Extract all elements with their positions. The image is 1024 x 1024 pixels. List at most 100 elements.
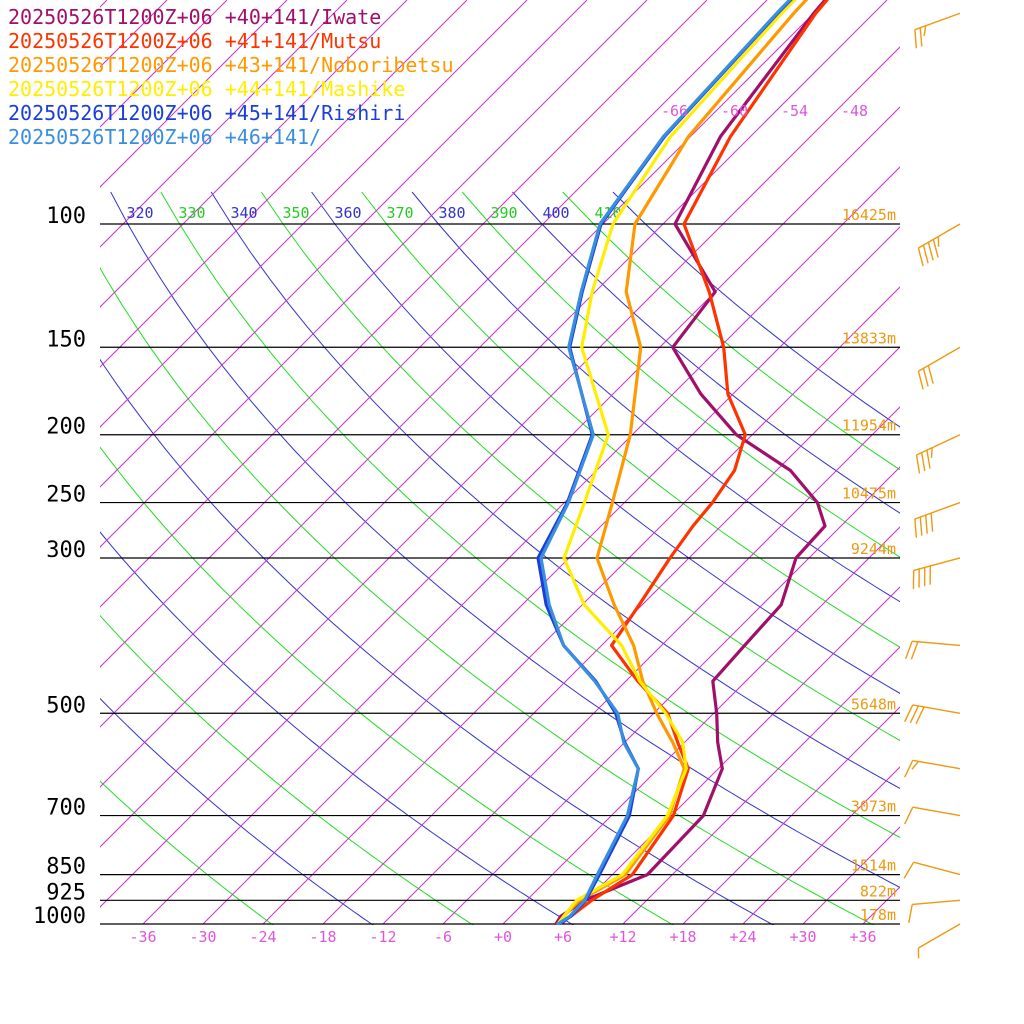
x-tick--12: -12 (369, 928, 396, 946)
isotherm--42 (100, 106, 900, 908)
wind-barb-staff (918, 923, 961, 949)
wind-barb-12 (908, 899, 961, 923)
legend-entry-4: 20250526T1200Z+06 +45+141/Rishiri (8, 101, 405, 125)
legend-entry-3: 20250526T1200Z+06 +44+141/Mashike (8, 77, 405, 101)
wind-barb-staff (913, 557, 961, 572)
isotherm--114 (100, 0, 288, 188)
wind-barb-staff (918, 346, 961, 372)
wind-barb-flag (923, 25, 927, 37)
isotherm-30 (802, 826, 900, 925)
wind-barb-flag (904, 806, 914, 825)
isotherm-42 (923, 0, 1024, 924)
series-line-5 (539, 0, 792, 925)
isotherm-label--66: -66 (661, 102, 688, 120)
isotherm--108 (100, 0, 348, 248)
wind-barb-staff (912, 806, 961, 817)
height-label-850: 1514m (851, 857, 896, 875)
x-tick-+0: +0 (494, 928, 512, 946)
wind-barb-flag (915, 454, 921, 474)
wind-barb-flag (921, 452, 926, 472)
pressure-label-850: 850 (46, 855, 86, 880)
wind-barb-13 (917, 923, 961, 959)
isotherm--66 (100, 0, 768, 668)
x-tick-+30: +30 (789, 928, 816, 946)
isotherm-label--48: -48 (841, 102, 868, 120)
pressure-label-700: 700 (46, 796, 86, 821)
x-tick--18: -18 (309, 928, 336, 946)
wind-barb-staff (912, 759, 961, 770)
wind-barb-flag (904, 704, 914, 723)
wind-barb-flag (915, 706, 925, 725)
height-label-700: 3073m (851, 798, 896, 816)
sounding-series (536, 0, 830, 925)
wind-barb-flag (909, 705, 920, 724)
wind-barb-2 (917, 223, 961, 267)
theta-label-400: 400 (542, 204, 569, 222)
dry-adiabat-290 (100, 446, 675, 925)
x-tick-+24: +24 (729, 928, 756, 946)
isotherm--90 (100, 0, 528, 428)
wind-barb-flag (910, 641, 919, 660)
wind-barb-staff (912, 640, 961, 647)
wind-barb-flag (922, 244, 929, 264)
x-tick--24: -24 (249, 928, 276, 946)
pressure-label-100: 100 (46, 204, 86, 229)
wind-barb-staff (916, 434, 961, 456)
wind-barb-staff (914, 501, 961, 520)
x-tick--36: -36 (129, 928, 156, 946)
wind-barb-flag (930, 447, 933, 459)
wind-barb-5 (914, 501, 961, 538)
isotherm--60 (100, 0, 828, 728)
wind-barb-3 (917, 346, 961, 390)
height-label-500: 5648m (851, 695, 896, 713)
wind-barb-staff (912, 899, 961, 906)
x-tick-+6: +6 (554, 928, 572, 946)
isotherm-12 (622, 646, 900, 925)
wind-barb-staff (918, 223, 961, 249)
wind-barb-flag (908, 904, 913, 923)
wind-barb-flag (917, 247, 924, 267)
isobars (100, 223, 900, 925)
x-tick--30: -30 (189, 928, 216, 946)
x-tick-labels: -36 -30 -24 -18 -12 -6 +0 +6 +12 +18 +24 +30 +36 (129, 928, 876, 946)
isotherm-top-labels: -66 -60 -54 -48 (661, 102, 868, 120)
isotherm--12 (382, 406, 900, 925)
legend-entry-5: 20250526T1200Z+06 +46+141/ (8, 125, 321, 149)
theta-label-370: 370 (386, 204, 413, 222)
wind-barb-flag (919, 27, 923, 47)
wind-barb-flag (917, 371, 924, 390)
pressure-label-300: 300 (46, 538, 86, 563)
series-line-1 (556, 0, 830, 925)
theta-label-340: 340 (230, 204, 257, 222)
dry-adiabats (100, 191, 900, 925)
isotherm--18 (322, 346, 900, 925)
wind-barb-flag (911, 760, 919, 770)
dry-adiabat-360 (311, 191, 900, 694)
wind-barb-flag (914, 29, 918, 49)
x-tick-+12: +12 (609, 928, 636, 946)
wind-barb-staff (914, 12, 961, 31)
isotherm-18 (682, 706, 900, 925)
wind-barbs (903, 12, 961, 959)
wind-barb-8 (904, 704, 961, 725)
dry-adiabat-280 (100, 531, 575, 925)
isotherm--30 (202, 226, 900, 925)
isotherm--36 (142, 166, 900, 925)
isotherms (100, 0, 1024, 925)
wind-barb-1 (914, 12, 961, 49)
wind-barb-flag (922, 368, 929, 387)
x-tick-+36: +36 (849, 928, 876, 946)
wind-barb-flag (903, 861, 915, 879)
wind-barb-staff (912, 704, 961, 714)
theta-label-360: 360 (334, 204, 361, 222)
isotherm--84 (100, 0, 588, 488)
height-label-100: 16425m (842, 206, 896, 224)
height-label-1000: 178m (860, 906, 896, 924)
legend-entry-0: 20250526T1200Z+06 +40+141/Iwate (8, 5, 381, 29)
legend: 20250526T1200Z+06 +40+141/Iwate 20250526T… (8, 5, 454, 149)
pressure-label-500: 500 (46, 693, 86, 718)
wind-barb-flag (919, 516, 923, 536)
isotherm--48 (100, 46, 900, 848)
dry-adiabat-250 (100, 780, 274, 925)
